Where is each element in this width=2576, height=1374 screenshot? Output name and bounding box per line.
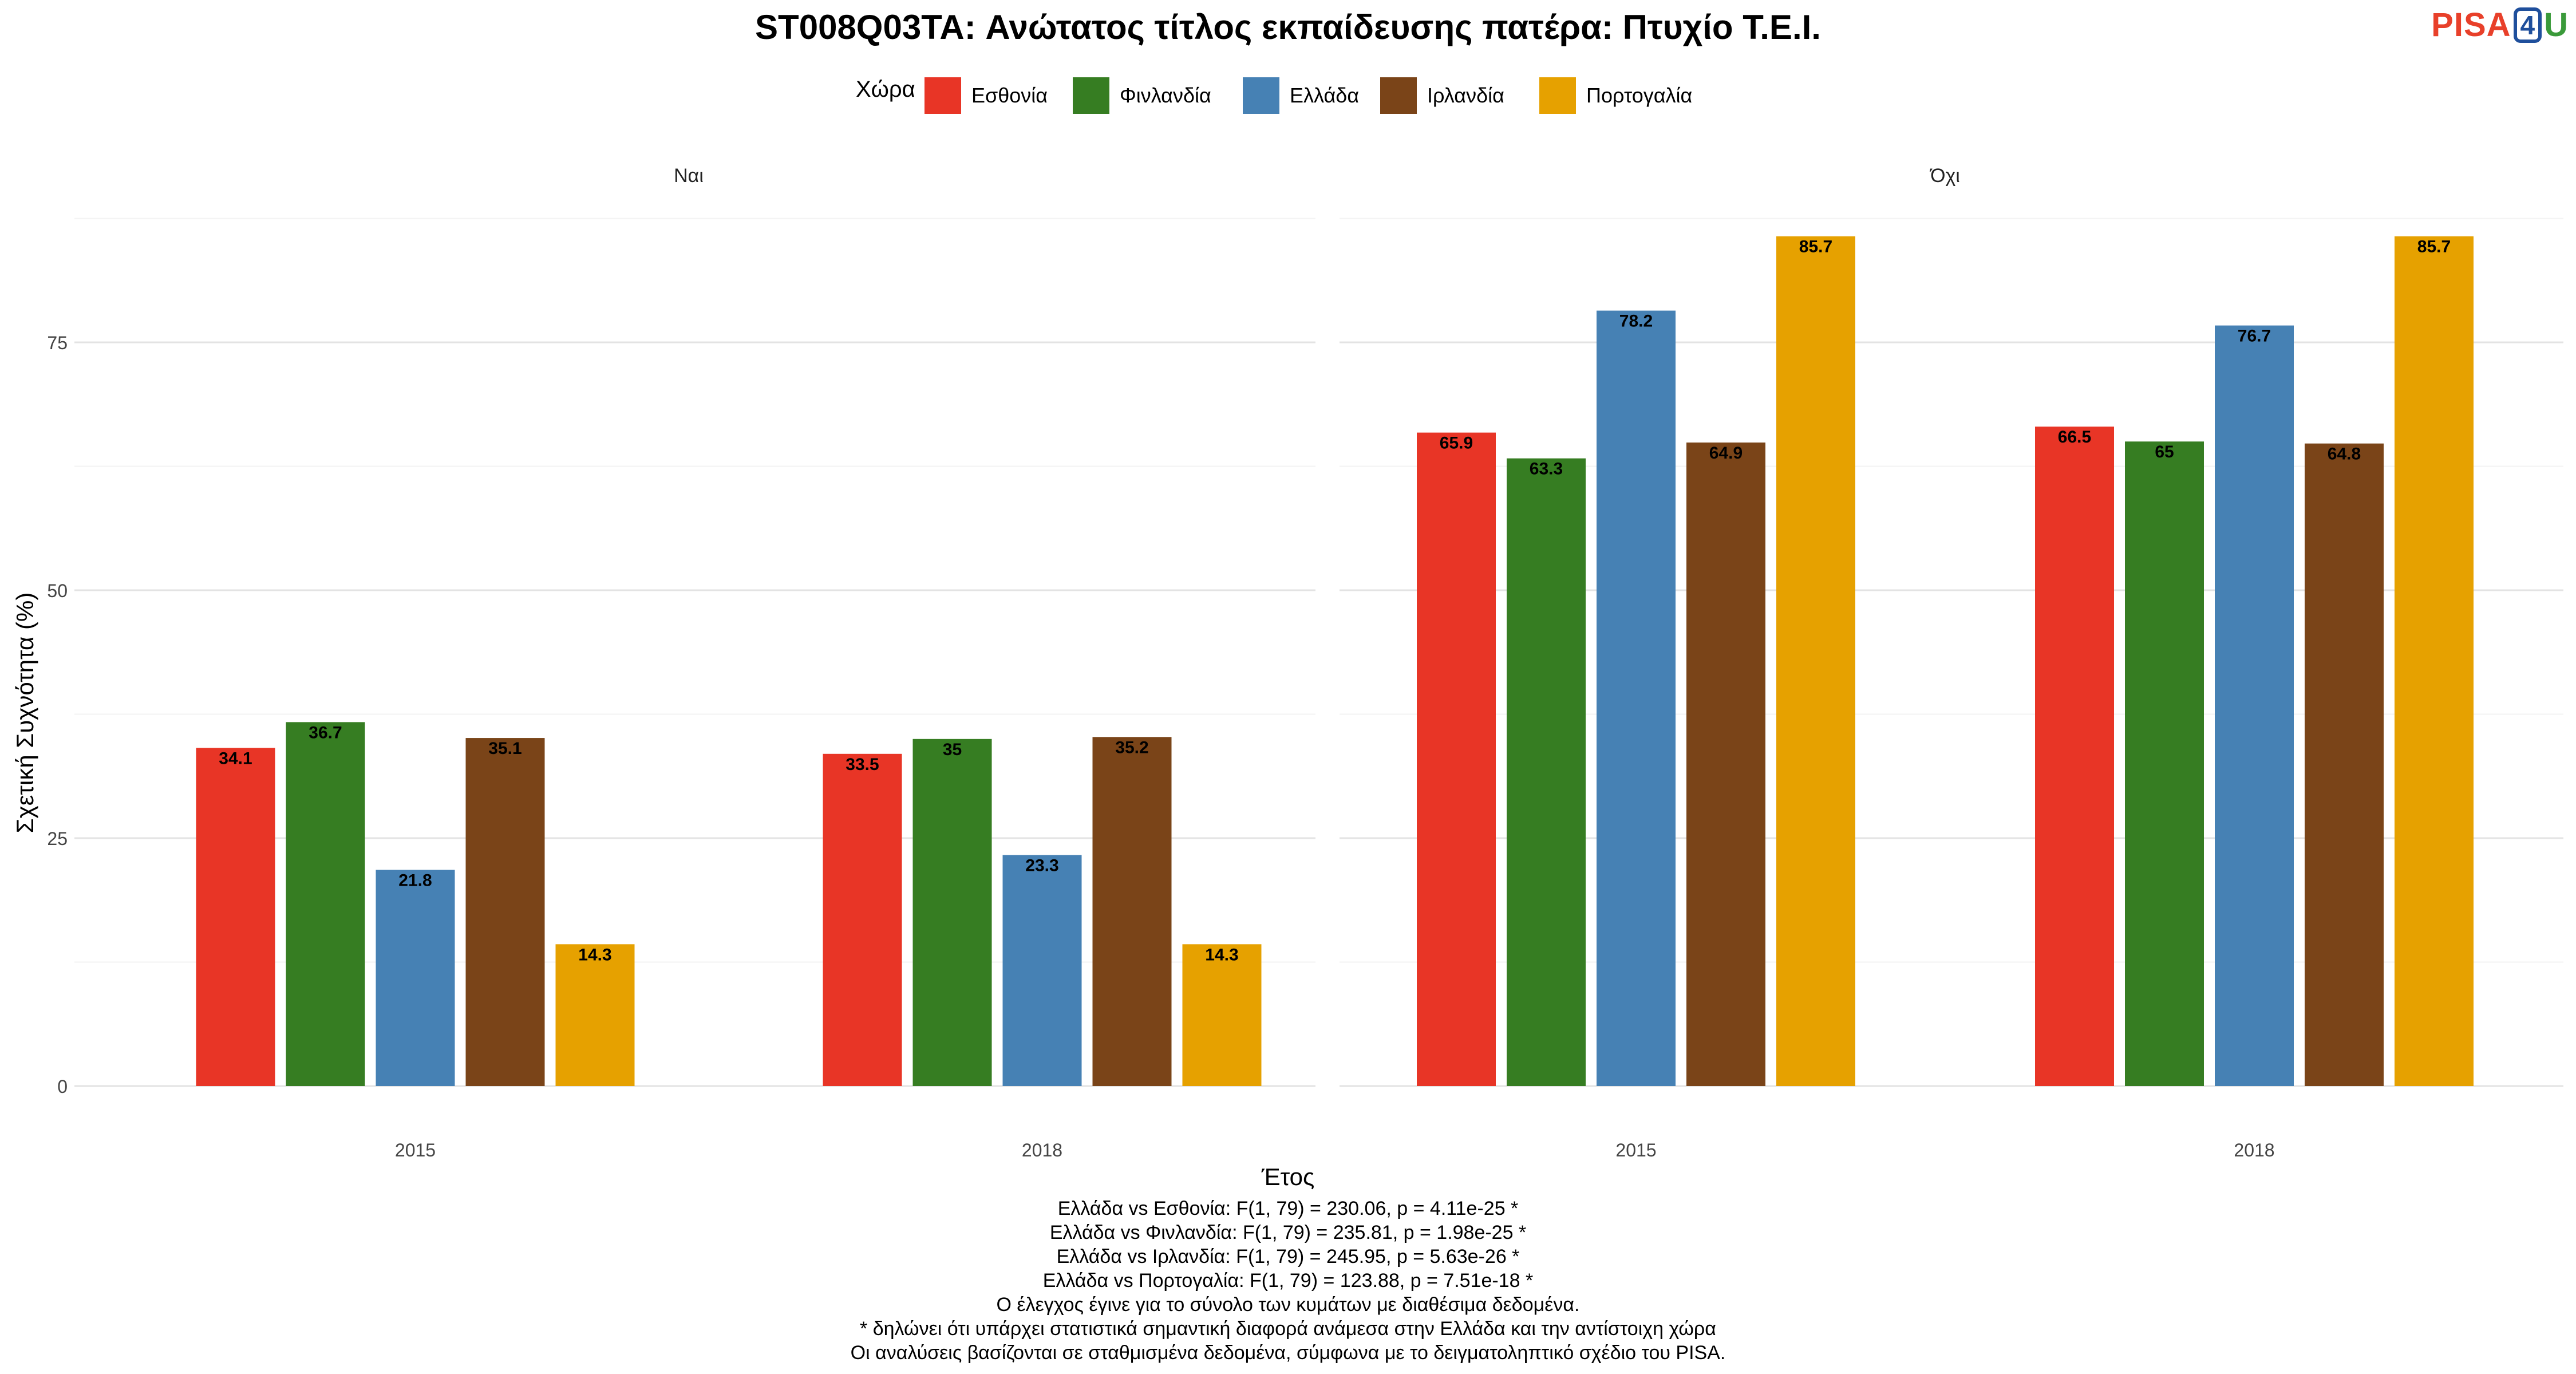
chart-title: ST008Q03TA: Ανώτατος τίτλος εκπαίδευσης … (755, 8, 1821, 46)
bar (376, 870, 455, 1086)
bar (823, 753, 902, 1086)
bar (2035, 427, 2114, 1086)
bar (286, 722, 365, 1086)
bar (1092, 737, 1172, 1086)
bar (1686, 442, 1765, 1086)
bar (1507, 458, 1586, 1086)
legend-label-2: Φινλανδία (1120, 84, 1211, 107)
legend-label-5: Πορτογαλία (1586, 84, 1692, 107)
x-tick-label: 2018 (1022, 1140, 1062, 1160)
bar (912, 739, 992, 1086)
caption-line: Ελλάδα vs Φινλανδία: F(1, 79) = 235.81, … (1049, 1222, 1527, 1243)
caption-notes: Ελλάδα vs Εσθονία: F(1, 79) = 230.06, p … (0, 1197, 2576, 1365)
legend-swatch-4 (1380, 77, 1417, 114)
pisa4u-logo: PISA 4 U (2431, 6, 2568, 44)
bar-data-label: 21.8 (398, 871, 432, 890)
bar-data-label: 14.3 (1205, 945, 1238, 964)
legend-swatch-5 (1539, 77, 1576, 114)
caption-line: Ελλάδα vs Εσθονία: F(1, 79) = 230.06, p … (1057, 1198, 1519, 1219)
bar-data-label: 85.7 (2417, 238, 2451, 256)
bar (2215, 325, 2294, 1086)
bar (1597, 310, 1676, 1087)
bar-data-label: 35.2 (1115, 738, 1148, 757)
bar-data-label: 64.8 (2328, 445, 2361, 464)
bar (465, 738, 545, 1086)
bar-data-label: 36.7 (309, 723, 342, 742)
logo-u-text: U (2544, 6, 2568, 44)
bar (1776, 236, 1855, 1086)
legend-swatch-1 (924, 77, 961, 114)
caption-line: Ο έλεγχος έγινε για το σύνολο των κυμάτω… (996, 1294, 1580, 1316)
caption-line: Ελλάδα vs Πορτογαλία: F(1, 79) = 123.88,… (1042, 1270, 1534, 1292)
legend-label-4: Ιρλανδία (1427, 84, 1504, 107)
caption-line: Ελλάδα vs Ιρλανδία: F(1, 79) = 245.95, p… (1056, 1246, 1520, 1268)
caption-line: * δηλώνει ότι υπάρχει στατιστικά σημαντι… (860, 1318, 1716, 1340)
bar-data-label: 34.1 (219, 749, 252, 768)
bar (2395, 236, 2474, 1086)
bar-data-label: 63.3 (1530, 460, 1563, 479)
bar-data-label: 66.5 (2058, 428, 2091, 447)
bar-data-label: 14.3 (578, 945, 611, 964)
legend-swatch-3 (1243, 77, 1279, 114)
bar-data-label: 65.9 (1440, 434, 1473, 453)
bar-data-label: 76.7 (2238, 327, 2271, 346)
bar (1002, 855, 1082, 1086)
bar-data-label: 65 (2155, 443, 2174, 461)
legend-swatch-2 (1073, 77, 1109, 114)
bar-data-label: 35 (943, 740, 962, 759)
y-axis-label: Σχετική Συχνότητα (%) (11, 593, 38, 834)
legend-title: Χώρα (856, 77, 915, 102)
x-tick-label: 2015 (395, 1140, 436, 1160)
x-tick-label: 2018 (2234, 1140, 2274, 1160)
bar (555, 944, 635, 1086)
y-tick-label: 75 (47, 333, 68, 353)
bar (2305, 443, 2384, 1086)
bar (1417, 432, 1496, 1086)
bar-data-label: 78.2 (1619, 312, 1653, 331)
legend-label-3: Ελλάδα (1290, 84, 1359, 107)
bar-data-label: 33.5 (846, 755, 879, 774)
bar (1182, 944, 1262, 1086)
legend-label-1: Εσθονία (971, 84, 1048, 107)
bar-data-label: 64.9 (1709, 444, 1743, 463)
y-tick-label: 50 (47, 581, 68, 601)
x-axis-label: Έτος (1261, 1163, 1315, 1190)
bar (2125, 441, 2204, 1087)
facet-label-1: Ναι (674, 165, 704, 187)
bar-data-label: 35.1 (488, 739, 521, 758)
logo-four-text: 4 (2513, 7, 2542, 43)
caption-line: Οι αναλύσεις βασίζονται σε σταθμισμένα δ… (850, 1342, 1726, 1364)
y-tick-label: 25 (47, 828, 68, 849)
bar-data-label: 23.3 (1025, 856, 1058, 875)
bar-data-label: 85.7 (1799, 238, 1832, 256)
bar (196, 748, 275, 1086)
x-tick-label: 2015 (1615, 1140, 1656, 1160)
logo-pisa-text: PISA (2431, 6, 2511, 44)
facet-label-2: Όχι (1929, 165, 1960, 187)
y-tick-label: 0 (57, 1076, 68, 1097)
